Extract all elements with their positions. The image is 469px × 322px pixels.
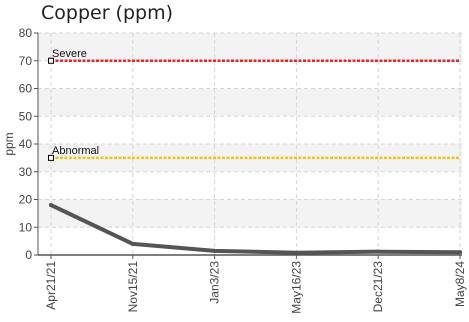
y-tick-label: 60 [19,82,33,96]
y-tick-label: 10 [19,220,33,234]
data-point [376,249,381,254]
data-point [458,250,462,255]
y-tick-label: 80 [19,26,33,40]
data-point [294,250,299,255]
y-tick-label: 50 [19,109,33,123]
x-tick-label: May16/23 [289,261,303,314]
y-tick-label: 20 [19,193,33,207]
data-point [130,241,135,246]
y-tick-label: 30 [19,165,33,179]
x-tick-label: Jan3/23 [208,261,222,304]
y-tick-labels: 0 10 20 30 40 50 60 70 80 [19,26,33,262]
background-bands [38,33,462,228]
data-point [49,203,53,208]
data-series [49,203,462,255]
reference-lines: Severe Abnormal [48,48,460,161]
reference-label-abnormal: Abnormal [52,145,99,157]
chart-title: Copper (ppm) [41,2,174,24]
data-point [212,248,217,253]
y-tick-label: 70 [19,54,33,68]
grid-band [38,199,462,228]
x-tick-label: Apr21/21 [44,261,58,310]
reference-label-severe: Severe [52,48,87,60]
grid-band [38,33,462,61]
axes [34,32,462,259]
reference-marker-severe [48,57,54,64]
y-axis-label: ppm [2,132,16,155]
series-line [49,203,462,255]
y-tick-label: 40 [19,137,33,151]
x-tick-label: Nov15/21 [126,261,140,313]
x-tick-labels: Apr21/21 Nov15/21 Jan3/23 May16/23 Dec21/23 M… [44,261,467,314]
x-tick-label: Dec21/23 [371,261,385,313]
reference-marker-abnormal [48,154,54,161]
x-tick-label: May8/24 [453,261,467,307]
grid-band [38,88,462,117]
y-tick-label: 0 [25,248,32,262]
